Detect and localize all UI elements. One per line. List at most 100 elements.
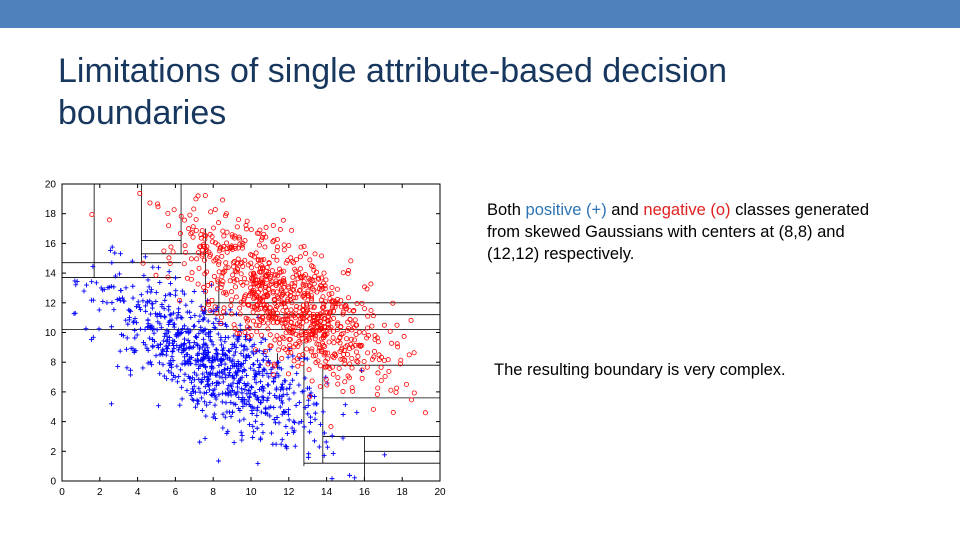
positive-point bbox=[176, 374, 182, 379]
negative-point bbox=[177, 297, 183, 303]
positive-point bbox=[204, 374, 210, 379]
negative-point bbox=[178, 213, 184, 219]
negative-point bbox=[337, 340, 343, 346]
negative-point bbox=[195, 281, 201, 287]
positive-point bbox=[181, 291, 187, 297]
positive-point bbox=[265, 395, 271, 401]
negative-point bbox=[272, 363, 278, 369]
negative-point bbox=[347, 361, 353, 367]
positive-point bbox=[238, 351, 244, 356]
negative-point bbox=[203, 247, 209, 253]
negative-point bbox=[279, 320, 285, 326]
accent-bar bbox=[0, 0, 960, 28]
positive-point bbox=[164, 376, 170, 382]
negative-point bbox=[309, 346, 315, 352]
positive-point bbox=[258, 400, 264, 405]
positive-point bbox=[152, 338, 157, 344]
positive-point bbox=[149, 305, 155, 311]
positive-point bbox=[279, 411, 285, 417]
negative-point bbox=[208, 209, 214, 215]
negative-point bbox=[290, 274, 296, 280]
positive-point bbox=[282, 409, 288, 415]
negative-point bbox=[293, 331, 299, 337]
positive-point bbox=[233, 402, 239, 407]
negative-point bbox=[259, 280, 265, 286]
positive-point bbox=[240, 404, 246, 409]
positive-point bbox=[237, 377, 243, 383]
positive-point bbox=[197, 389, 203, 395]
positive-point bbox=[202, 307, 207, 313]
negative-point bbox=[193, 228, 199, 234]
positive-point bbox=[197, 313, 203, 319]
negative-point bbox=[260, 320, 266, 326]
positive-point bbox=[169, 354, 175, 360]
negative-point bbox=[260, 298, 266, 304]
positive-point bbox=[101, 287, 107, 292]
positive-point bbox=[166, 291, 172, 297]
positive-point bbox=[277, 393, 283, 399]
positive-point bbox=[107, 248, 113, 253]
positive-point bbox=[289, 364, 295, 370]
negative-point bbox=[241, 296, 247, 302]
negative-point bbox=[281, 276, 287, 282]
positive-point bbox=[192, 357, 198, 363]
negative-point bbox=[288, 255, 294, 261]
negative-point bbox=[245, 334, 251, 340]
positive-point bbox=[213, 346, 219, 352]
y-tick-label: 6 bbox=[50, 387, 56, 398]
negative-point bbox=[340, 330, 346, 336]
positive-point bbox=[199, 379, 205, 385]
negative-point bbox=[334, 286, 340, 292]
negative-point bbox=[308, 293, 314, 299]
positive-point bbox=[200, 316, 206, 322]
positive-point bbox=[274, 385, 280, 391]
negative-point bbox=[326, 291, 332, 297]
positive-point bbox=[196, 365, 201, 371]
positive-point bbox=[176, 327, 181, 333]
positive-point bbox=[200, 336, 206, 342]
positive-point bbox=[96, 307, 102, 313]
negative-point bbox=[281, 280, 287, 286]
positive-point bbox=[141, 273, 147, 279]
negative-point bbox=[297, 288, 303, 294]
positive-point bbox=[285, 354, 291, 360]
positive-point bbox=[211, 325, 217, 330]
positive-point bbox=[223, 391, 229, 397]
positive-point bbox=[290, 377, 296, 383]
negative-point bbox=[220, 309, 226, 315]
negative-point bbox=[190, 224, 196, 230]
negative-point bbox=[368, 307, 374, 313]
positive-point bbox=[183, 329, 189, 335]
negative-point bbox=[313, 333, 319, 339]
negative-point bbox=[209, 297, 215, 303]
positive-point bbox=[239, 374, 245, 380]
negative-point bbox=[322, 364, 328, 370]
x-tick-label: 16 bbox=[359, 487, 371, 498]
positive-point bbox=[186, 345, 192, 351]
positive-point bbox=[255, 461, 261, 466]
negative-point bbox=[206, 302, 212, 308]
negative-point bbox=[250, 290, 256, 296]
positive-point bbox=[251, 342, 257, 348]
negative-point bbox=[293, 256, 299, 262]
negative-point bbox=[378, 354, 384, 360]
negative-point bbox=[312, 314, 318, 320]
positive-point bbox=[260, 357, 266, 363]
positive-point bbox=[156, 265, 161, 271]
positive-point bbox=[248, 403, 254, 409]
negative-point bbox=[278, 286, 284, 292]
negative-point bbox=[270, 239, 276, 245]
negative-point bbox=[291, 260, 297, 266]
negative-point bbox=[153, 272, 159, 278]
negative-point bbox=[250, 309, 256, 315]
negative-point bbox=[253, 250, 259, 256]
positive-point bbox=[191, 289, 197, 294]
positive-point bbox=[134, 320, 140, 326]
positive-point bbox=[308, 390, 314, 396]
negative-point bbox=[262, 244, 268, 250]
negative-point bbox=[284, 258, 290, 264]
negative-point bbox=[248, 285, 254, 291]
negative-point bbox=[189, 270, 195, 276]
positive-point bbox=[212, 325, 218, 331]
positive-point bbox=[235, 369, 240, 375]
